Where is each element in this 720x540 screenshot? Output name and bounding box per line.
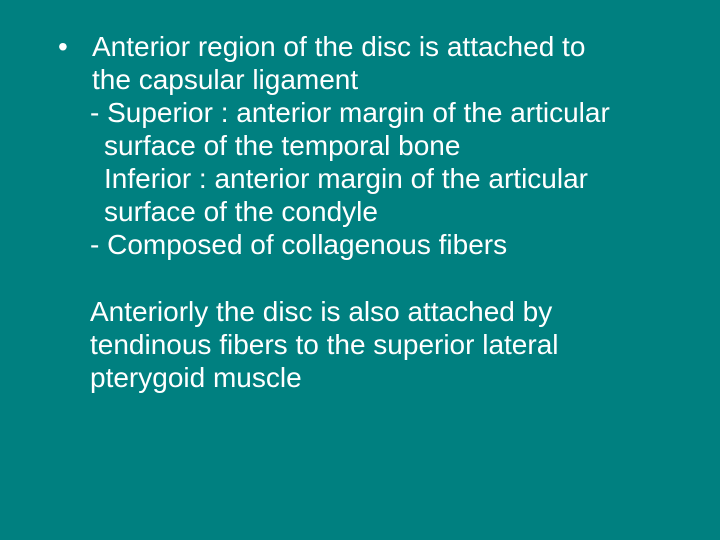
text-line: surface of the temporal bone [104, 129, 664, 162]
text-line: Inferior : anterior margin of the articu… [104, 162, 664, 195]
text-line: the capsular ligament [92, 63, 664, 96]
text-line: pterygoid muscle [90, 361, 664, 394]
sub-item: - Composed of collagenous fibers [56, 228, 664, 261]
text-line: surface of the condyle [104, 195, 664, 228]
content-block: • Anterior region of the disc is attache… [56, 30, 664, 394]
text-line: Anterior region of the disc is attached … [92, 30, 664, 63]
text-line: Anteriorly the disc is also attached by [90, 295, 664, 328]
text-line: - Composed of collagenous fibers [90, 228, 664, 261]
sub-item: - Superior : anterior margin of the arti… [56, 96, 664, 129]
sub-item-cont: surface of the temporal bone Inferior : … [56, 129, 664, 228]
slide: • Anterior region of the disc is attache… [0, 0, 720, 540]
bullet-glyph: • [56, 30, 92, 96]
bullet-text: Anterior region of the disc is attached … [92, 30, 664, 96]
paragraph: Anteriorly the disc is also attached by … [56, 295, 664, 394]
text-line: tendinous fibers to the superior lateral [90, 328, 664, 361]
text-line: - Superior : anterior margin of the arti… [90, 96, 664, 129]
bullet-item: • Anterior region of the disc is attache… [56, 30, 664, 96]
